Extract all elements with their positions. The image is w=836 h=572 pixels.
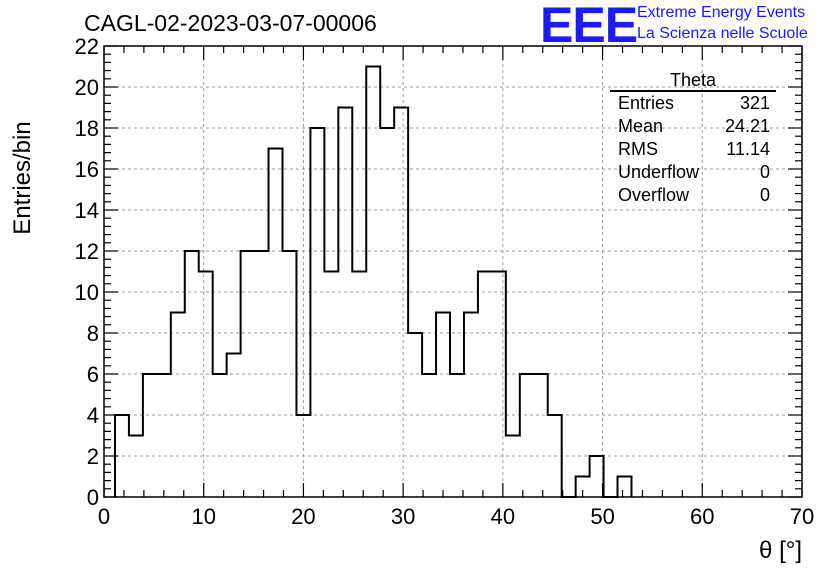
histogram-line bbox=[113, 65, 633, 498]
histogram-layer bbox=[113, 65, 633, 498]
y-tick-label: 12 bbox=[75, 239, 99, 264]
y-tick-label: 20 bbox=[75, 75, 99, 100]
stats-value: 11.14 bbox=[726, 139, 770, 159]
x-tick-label: 70 bbox=[790, 504, 814, 529]
y-tick-label: 4 bbox=[87, 403, 99, 428]
y-tick-label: 14 bbox=[75, 198, 99, 223]
stats-label: Underflow bbox=[618, 162, 700, 182]
x-tick-label: 20 bbox=[291, 504, 315, 529]
stats-label: Mean bbox=[618, 116, 664, 136]
logo-tagline-2: La Scienza nelle Scuole bbox=[637, 25, 808, 42]
eee-logo: EEE bbox=[540, 0, 638, 53]
stats-row-overflow: Overflow 0 bbox=[610, 184, 776, 207]
x-tick-labels: 0 10 20 30 40 50 60 70 bbox=[98, 504, 814, 529]
y-tick-label: 6 bbox=[87, 362, 99, 387]
stats-label: RMS bbox=[618, 139, 658, 159]
x-tick-label: 50 bbox=[590, 504, 614, 529]
stats-label: Overflow bbox=[618, 185, 690, 205]
x-tick-label: 60 bbox=[690, 504, 714, 529]
stats-row-rms: RMS 11.14 bbox=[610, 138, 776, 161]
y-tick-label: 2 bbox=[87, 444, 99, 469]
stats-row-entries: Entries 321 bbox=[610, 92, 776, 115]
y-tick-labels: 0 2 4 6 8 10 12 14 16 18 20 22 bbox=[75, 34, 99, 510]
stats-row-mean: Mean 24.21 bbox=[610, 115, 776, 138]
y-tick-label: 22 bbox=[75, 34, 99, 59]
stats-value: 0 bbox=[759, 162, 770, 182]
grid-lines bbox=[104, 46, 802, 497]
x-tick-label: 30 bbox=[391, 504, 415, 529]
stats-value: 24.21 bbox=[724, 116, 770, 136]
x-tick-label: 10 bbox=[191, 504, 215, 529]
y-tick-label: 16 bbox=[75, 157, 99, 182]
x-tick-label: 40 bbox=[491, 504, 515, 529]
stats-value: 0 bbox=[759, 185, 770, 205]
run-title: CAGL-02-2023-03-07-00006 bbox=[84, 10, 377, 36]
stats-box: Theta Entries 321 Mean 24.21 RMS 11.14 U… bbox=[610, 70, 776, 207]
y-tick-label: 18 bbox=[75, 116, 99, 141]
stats-value: 321 bbox=[739, 93, 770, 113]
stats-title: Theta bbox=[610, 70, 776, 92]
y-axis-title: Entries/bin bbox=[9, 121, 36, 234]
plot-frame bbox=[103, 45, 803, 498]
y-tick-label: 0 bbox=[87, 485, 99, 510]
y-tick-label: 10 bbox=[75, 280, 99, 305]
stats-label: Entries bbox=[618, 93, 675, 113]
y-tick-label: 8 bbox=[87, 321, 99, 346]
x-axis-title: θ [°] bbox=[759, 537, 802, 564]
logo-tagline-1: Extreme Energy Events bbox=[637, 4, 806, 21]
x-tick-label: 0 bbox=[98, 504, 110, 529]
stats-row-underflow: Underflow 0 bbox=[610, 161, 776, 184]
axis-ticks bbox=[103, 45, 803, 498]
